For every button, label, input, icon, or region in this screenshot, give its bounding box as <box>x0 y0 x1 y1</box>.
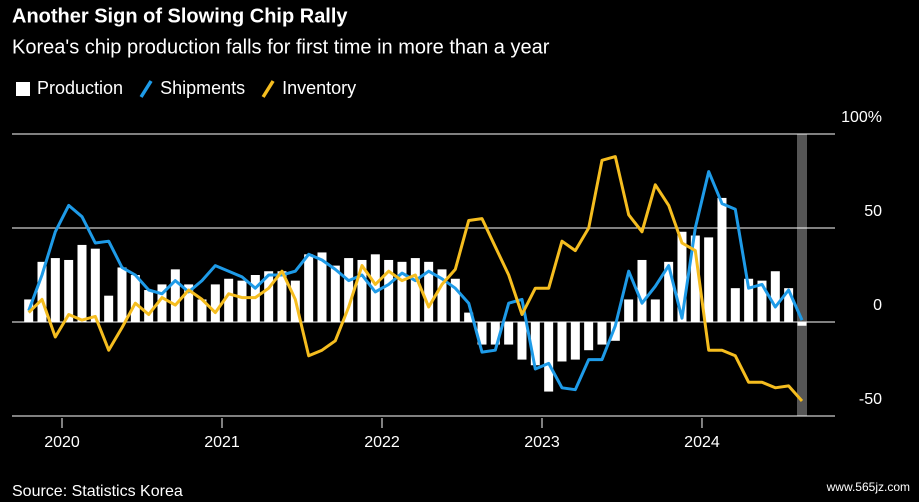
bar <box>597 322 607 345</box>
bar <box>157 284 167 322</box>
bar <box>144 290 154 322</box>
bar <box>557 322 567 362</box>
chart-title: Another Sign of Slowing Chip Rally <box>12 5 348 27</box>
bar <box>637 259 647 322</box>
x-tick-label: 2022 <box>364 434 400 451</box>
bar <box>610 322 620 341</box>
bar <box>37 261 47 322</box>
x-tick-label: 2021 <box>204 434 240 451</box>
y-tick-label: 100% <box>841 109 882 126</box>
legend-swatch <box>139 80 153 98</box>
bar <box>344 258 354 322</box>
bar <box>397 261 407 322</box>
bar <box>717 197 727 322</box>
bar <box>437 269 447 322</box>
bar <box>490 322 500 345</box>
bar <box>170 269 180 322</box>
bar <box>464 312 474 322</box>
bar <box>357 259 367 322</box>
bar <box>704 237 714 322</box>
bar <box>544 322 554 392</box>
line <box>27 155 804 402</box>
bar <box>130 275 140 322</box>
chart-subtitle: Korea's chip production falls for first … <box>12 36 550 58</box>
watermark: www.565jz.com <box>826 480 910 494</box>
bar <box>264 271 274 322</box>
bar <box>117 267 127 322</box>
bar <box>584 322 594 351</box>
bar <box>690 235 700 322</box>
highlight-band <box>797 134 807 416</box>
bar <box>384 259 394 322</box>
legend-swatch <box>16 82 30 96</box>
bar <box>517 322 527 360</box>
bar <box>184 284 194 322</box>
bar <box>90 248 100 322</box>
legend-label: Shipments <box>160 78 245 98</box>
bar <box>797 322 807 326</box>
bar <box>224 278 234 322</box>
bar <box>784 288 794 322</box>
legend-swatch <box>261 80 275 98</box>
y-tick-label: -50 <box>859 391 882 408</box>
bar <box>570 322 580 360</box>
bar <box>424 261 434 322</box>
x-tick-label: 2024 <box>684 434 720 451</box>
bar <box>650 299 660 322</box>
line <box>27 170 804 392</box>
bar <box>744 278 754 322</box>
bar <box>50 258 60 322</box>
bar <box>210 284 220 322</box>
x-tick-label: 2020 <box>44 434 80 451</box>
bar <box>64 259 74 322</box>
bar <box>757 280 767 322</box>
bar <box>330 265 340 322</box>
bar <box>664 261 674 322</box>
legend-label: Production <box>37 78 123 98</box>
bar <box>104 295 114 322</box>
bar <box>730 288 740 322</box>
y-tick-label: 0 <box>873 297 882 314</box>
source: Source: Statistics Korea <box>12 483 183 500</box>
bar <box>624 299 634 322</box>
bar <box>317 252 327 322</box>
bar <box>277 271 287 322</box>
bar <box>770 271 780 322</box>
bar <box>237 280 247 322</box>
bar <box>530 322 540 366</box>
x-tick-label: 2023 <box>524 434 560 451</box>
bar <box>370 254 380 322</box>
bar <box>410 258 420 322</box>
bar <box>450 278 460 322</box>
bar <box>197 299 207 322</box>
y-tick-label: 50 <box>864 203 882 220</box>
bar <box>504 322 514 345</box>
bar <box>477 322 487 345</box>
bar <box>304 254 314 322</box>
bar <box>677 231 687 322</box>
legend-label: Inventory <box>282 78 356 98</box>
bar <box>77 244 87 322</box>
